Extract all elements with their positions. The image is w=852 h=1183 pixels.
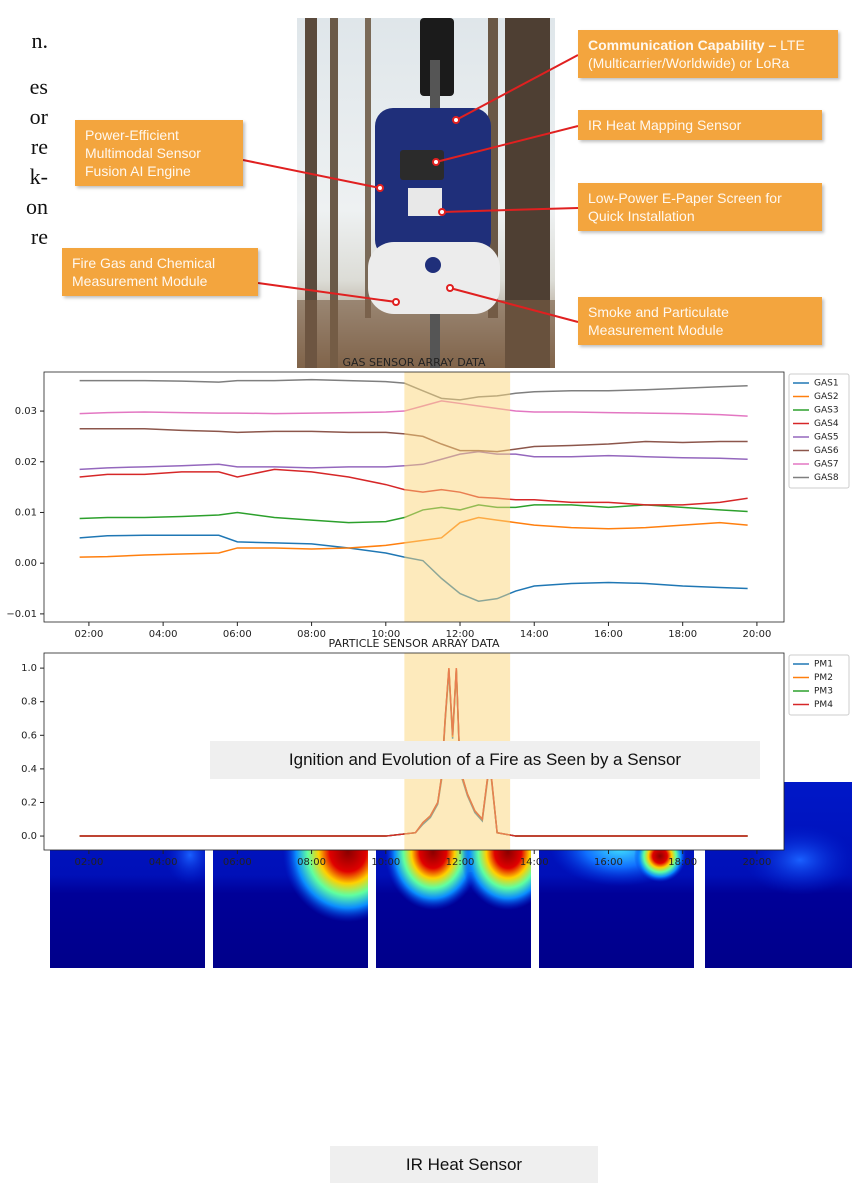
y-tick-label: −0.01: [6, 609, 37, 620]
x-tick-label: 08:00: [297, 857, 326, 868]
x-tick-label: 10:00: [371, 857, 400, 868]
x-tick-label: 12:00: [446, 857, 475, 868]
x-tick-label: 20:00: [742, 857, 771, 868]
legend-label: GAS2: [814, 392, 839, 402]
y-tick-label: 0.00: [15, 558, 37, 569]
y-tick-label: 0.03: [15, 406, 37, 417]
device-photo: [297, 18, 555, 368]
x-tick-label: 14:00: [520, 857, 549, 868]
text-fragment: re: [0, 134, 48, 160]
callout: Low-Power E-Paper Screen for Quick Insta…: [578, 183, 822, 231]
page: −0.01 0.00 0.01 0.02 0.03 02:00 04:00 06:00 08:0…: [0, 0, 852, 1183]
x-tick-label: 04:00: [149, 857, 178, 868]
callout: Communication Capability – LTE (Multicar…: [578, 30, 838, 78]
legend-label: GAS1: [814, 379, 839, 389]
text-fragment: on: [0, 194, 48, 220]
x-tick-label: 02:00: [74, 629, 103, 640]
legend-label: GAS7: [814, 460, 839, 470]
legend-label: PM3: [814, 687, 833, 697]
x-tick-label: 20:00: [742, 629, 771, 640]
y-tick-label: 0.2: [21, 797, 37, 808]
text-fragment: or: [0, 104, 48, 130]
legend-label: PM1: [814, 660, 833, 670]
y-tick-label: 0.01: [15, 507, 37, 518]
y-tick-label: 0.4: [21, 764, 37, 775]
x-tick-label: 18:00: [668, 629, 697, 640]
heat-footer: IR Heat Sensor: [330, 1146, 598, 1183]
legend-label: PM4: [814, 700, 833, 710]
chart: −0.01 0.00 0.01 0.02 0.03 02:00 04:00 06:00 08:0…: [6, 356, 849, 640]
y-tick-label: 1.0: [21, 663, 37, 674]
y-tick-label: 0.0: [21, 831, 37, 842]
x-tick-label: 16:00: [594, 857, 623, 868]
x-tick-label: 02:00: [74, 857, 103, 868]
text-fragment: k-: [0, 164, 48, 190]
legend-label: GAS5: [814, 433, 839, 443]
text-fragment: es: [0, 74, 48, 100]
chart-title: GAS SENSOR ARRAY DATA: [342, 356, 486, 369]
y-tick-label: 0.02: [15, 457, 37, 468]
callout: Power-Efficient Multimodal Sensor Fusion…: [75, 120, 243, 186]
legend-label: GAS3: [814, 406, 839, 416]
legend-label: GAS8: [814, 473, 839, 483]
y-tick-label: 0.8: [21, 697, 37, 708]
legend-label: PM2: [814, 673, 833, 683]
callout: IR Heat Mapping Sensor: [578, 110, 822, 140]
legend-label: GAS4: [814, 419, 839, 429]
heat-caption: Ignition and Evolution of a Fire as Seen…: [210, 741, 760, 779]
x-tick-label: 04:00: [149, 629, 178, 640]
highlight-span: [404, 372, 510, 622]
text-fragment: re: [0, 224, 48, 250]
callout-bold: Communication Capability –: [588, 37, 776, 53]
x-tick-label: 18:00: [668, 857, 697, 868]
x-tick-label: 16:00: [594, 629, 623, 640]
callout: Fire Gas and Chemical Measurement Module: [62, 248, 258, 296]
x-tick-label: 14:00: [520, 629, 549, 640]
y-tick-label: 0.6: [21, 730, 37, 741]
chart-title: PARTICLE SENSOR ARRAY DATA: [328, 637, 500, 650]
callout: Smoke and Particulate Measurement Module: [578, 297, 822, 345]
text-fragment: n.: [0, 28, 48, 54]
x-tick-label: 08:00: [297, 629, 326, 640]
x-tick-label: 06:00: [223, 857, 252, 868]
legend-label: GAS6: [814, 446, 839, 456]
x-tick-label: 06:00: [223, 629, 252, 640]
